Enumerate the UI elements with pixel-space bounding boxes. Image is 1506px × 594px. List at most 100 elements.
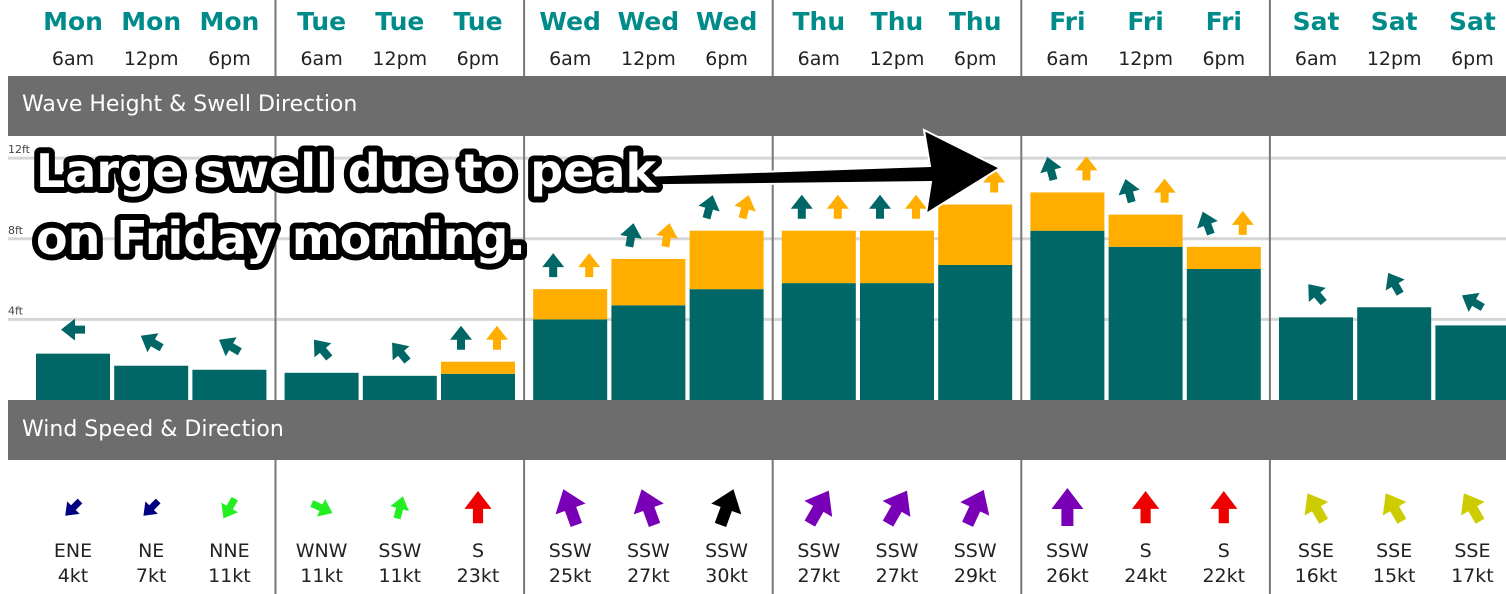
- primary-swell-bar: [114, 365, 189, 400]
- wind-direction-arrow: [1304, 493, 1329, 524]
- time-label: 6pm: [954, 48, 997, 70]
- primary-swell-bar: [284, 372, 359, 400]
- day-label: Mon: [199, 7, 259, 36]
- wind-direction-label: S: [1140, 540, 1152, 562]
- wind-direction-label: SSW: [378, 540, 421, 562]
- secondary-swell-bar: [781, 230, 856, 284]
- swell-direction-arrow: [1153, 178, 1176, 203]
- primary-swell-bar: [533, 319, 608, 400]
- swell-direction-arrow: [486, 325, 508, 350]
- swell-direction-arrow: [542, 253, 565, 278]
- swell-direction-arrow: [656, 223, 678, 248]
- time-label: 6am: [798, 48, 840, 70]
- time-label: 6pm: [457, 48, 500, 70]
- annotation-text-line2: on Friday morning.: [36, 211, 526, 265]
- primary-swell-bar: [938, 264, 1013, 400]
- primary-swell-bar: [192, 369, 267, 400]
- wind-direction-label: ENE: [54, 540, 92, 562]
- wind-direction-arrow: [1210, 491, 1238, 524]
- wind-direction-label: SSE: [1298, 540, 1334, 562]
- primary-swell-bar: [441, 373, 515, 400]
- wind-direction-label: NE: [138, 540, 164, 562]
- wind-speed-label: 24kt: [1124, 565, 1167, 587]
- swell-direction-arrow: [578, 253, 601, 278]
- swell-direction-arrow: [620, 223, 642, 248]
- wind-speed-label: 30kt: [705, 565, 748, 587]
- time-label: 6am: [1295, 48, 1337, 70]
- time-label: 6pm: [705, 48, 748, 70]
- primary-swell-bar: [1279, 317, 1353, 400]
- day-label: Sat: [1371, 7, 1418, 36]
- secondary-swell-bar: [1186, 246, 1261, 270]
- time-label: 6am: [549, 48, 591, 70]
- annotation-arrow: [584, 128, 1003, 217]
- time-label: 6pm: [1202, 48, 1245, 70]
- time-label: 12pm: [870, 48, 925, 70]
- primary-swell-bar: [36, 353, 110, 400]
- primary-swell-bar: [781, 283, 856, 400]
- time-label: 12pm: [124, 48, 179, 70]
- wind-direction-arrow: [310, 499, 333, 517]
- wind-direction-arrow: [804, 490, 833, 527]
- day-label: Wed: [696, 7, 758, 36]
- time-label: 6am: [52, 48, 94, 70]
- primary-swell-bar: [689, 289, 764, 400]
- wind-direction-label: S: [472, 540, 484, 562]
- wind-direction-arrow: [390, 496, 409, 520]
- swell-direction-arrow: [790, 194, 813, 219]
- primary-swell-bar: [1186, 269, 1261, 400]
- day-label: Tue: [297, 7, 346, 36]
- secondary-swell-bar: [938, 204, 1013, 265]
- wind-direction-label: S: [1218, 540, 1230, 562]
- wind-direction-arrow: [960, 489, 990, 527]
- swell-direction-arrow: [140, 333, 164, 353]
- day-label: Sat: [1449, 7, 1496, 36]
- swell-direction-arrow: [905, 194, 927, 219]
- day-label: Mon: [43, 7, 103, 36]
- day-label: Fri: [1049, 7, 1085, 36]
- swell-direction-arrow: [1075, 156, 1098, 181]
- secondary-swell-bar: [1030, 192, 1105, 231]
- wind-direction-label: SSW: [705, 540, 748, 562]
- wind-direction-arrow: [65, 498, 83, 516]
- wind-speed-label: 15kt: [1373, 565, 1416, 587]
- day-label: Fri: [1127, 7, 1163, 36]
- secondary-swell-bar: [860, 230, 934, 284]
- wind-direction-arrow: [143, 498, 161, 516]
- wind-direction-label: SSW: [549, 540, 592, 562]
- secondary-swell-bar: [441, 361, 515, 374]
- day-label: Wed: [618, 7, 680, 36]
- swell-direction-arrow: [734, 195, 756, 220]
- time-label: 6am: [1046, 48, 1088, 70]
- wind-speed-label: 27kt: [627, 565, 670, 587]
- time-label: 12pm: [372, 48, 427, 70]
- wind-direction-label: SSW: [954, 540, 997, 562]
- swell-direction-arrow: [219, 337, 242, 357]
- wind-direction-label: SSW: [876, 540, 919, 562]
- primary-swell-bar: [1030, 230, 1105, 400]
- secondary-swell-bar: [611, 258, 686, 306]
- day-label: Tue: [375, 7, 424, 36]
- primary-swell-bar: [860, 283, 934, 400]
- time-label: 6pm: [1451, 48, 1494, 70]
- primary-swell-bar: [1435, 325, 1506, 400]
- wind-speed-label: 17kt: [1451, 565, 1494, 587]
- wind-direction-arrow: [1461, 493, 1485, 524]
- swell-direction-arrow: [450, 325, 472, 350]
- primary-swell-bar: [362, 375, 437, 400]
- time-label: 6pm: [208, 48, 251, 70]
- wind-speed-label: 27kt: [797, 565, 840, 587]
- time-label: 12pm: [1118, 48, 1173, 70]
- swell-direction-arrow: [1118, 179, 1140, 204]
- day-label: Thu: [792, 7, 845, 36]
- time-label: 12pm: [621, 48, 676, 70]
- swell-direction-arrow: [826, 194, 849, 219]
- day-label: Thu: [949, 7, 1002, 36]
- wind-speed-label: 16kt: [1295, 565, 1338, 587]
- wind-direction-label: SSW: [627, 540, 670, 562]
- swell-direction-arrow: [1040, 156, 1062, 182]
- wind-speed-label: 7kt: [136, 565, 167, 587]
- wind-direction-label: NNE: [209, 540, 249, 562]
- day-label: Fri: [1206, 7, 1242, 36]
